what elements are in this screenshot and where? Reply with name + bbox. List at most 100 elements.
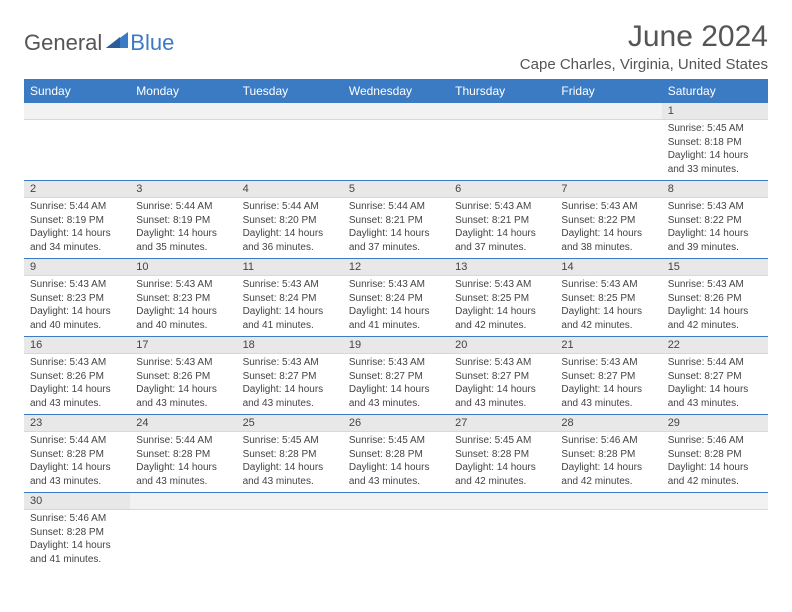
day-cell <box>343 493 449 571</box>
daylight-text: Daylight: 14 hours and 40 minutes. <box>136 305 230 332</box>
week-row: 2Sunrise: 5:44 AMSunset: 8:19 PMDaylight… <box>24 181 768 259</box>
logo-sail-icon <box>106 32 128 48</box>
sunset-text: Sunset: 8:25 PM <box>455 292 549 306</box>
sunset-text: Sunset: 8:26 PM <box>668 292 762 306</box>
day-cell: 27Sunrise: 5:45 AMSunset: 8:28 PMDayligh… <box>449 415 555 493</box>
sunset-text: Sunset: 8:26 PM <box>136 370 230 384</box>
daylight-text: Daylight: 14 hours and 37 minutes. <box>349 227 443 254</box>
daylight-text: Daylight: 14 hours and 43 minutes. <box>561 383 655 410</box>
day-body: Sunrise: 5:45 AMSunset: 8:28 PMDaylight:… <box>237 432 343 492</box>
day-cell: 8Sunrise: 5:43 AMSunset: 8:22 PMDaylight… <box>662 181 768 259</box>
day-cell: 30Sunrise: 5:46 AMSunset: 8:28 PMDayligh… <box>24 493 130 571</box>
day-cell <box>24 103 130 181</box>
day-body: Sunrise: 5:44 AMSunset: 8:21 PMDaylight:… <box>343 198 449 258</box>
day-number: 9 <box>24 259 130 276</box>
sunrise-text: Sunrise: 5:44 AM <box>349 200 443 214</box>
day-number: 4 <box>237 181 343 198</box>
week-row: 30Sunrise: 5:46 AMSunset: 8:28 PMDayligh… <box>24 493 768 571</box>
logo-text-dark: General <box>24 30 102 56</box>
day-body: Sunrise: 5:43 AMSunset: 8:24 PMDaylight:… <box>343 276 449 336</box>
day-cell: 17Sunrise: 5:43 AMSunset: 8:26 PMDayligh… <box>130 337 236 415</box>
day-body: Sunrise: 5:46 AMSunset: 8:28 PMDaylight:… <box>24 510 130 570</box>
sunrise-text: Sunrise: 5:44 AM <box>30 200 124 214</box>
sunrise-text: Sunrise: 5:45 AM <box>349 434 443 448</box>
sunset-text: Sunset: 8:24 PM <box>243 292 337 306</box>
header: General Blue June 2024 Cape Charles, Vir… <box>24 20 768 73</box>
sunrise-text: Sunrise: 5:43 AM <box>668 278 762 292</box>
week-row: 16Sunrise: 5:43 AMSunset: 8:26 PMDayligh… <box>24 337 768 415</box>
daylight-text: Daylight: 14 hours and 41 minutes. <box>349 305 443 332</box>
day-cell <box>449 103 555 181</box>
daylight-text: Daylight: 14 hours and 34 minutes. <box>30 227 124 254</box>
day-number <box>24 103 130 120</box>
sunset-text: Sunset: 8:26 PM <box>30 370 124 384</box>
sunset-text: Sunset: 8:27 PM <box>243 370 337 384</box>
day-number: 23 <box>24 415 130 432</box>
day-body: Sunrise: 5:44 AMSunset: 8:20 PMDaylight:… <box>237 198 343 258</box>
sunrise-text: Sunrise: 5:43 AM <box>455 200 549 214</box>
sunset-text: Sunset: 8:28 PM <box>30 448 124 462</box>
day-body: Sunrise: 5:46 AMSunset: 8:28 PMDaylight:… <box>555 432 661 492</box>
day-body: Sunrise: 5:44 AMSunset: 8:19 PMDaylight:… <box>24 198 130 258</box>
sunset-text: Sunset: 8:19 PM <box>136 214 230 228</box>
day-number <box>555 103 661 120</box>
day-number <box>343 493 449 510</box>
sunrise-text: Sunrise: 5:43 AM <box>561 278 655 292</box>
logo-text-blue: Blue <box>130 30 174 56</box>
daylight-text: Daylight: 14 hours and 33 minutes. <box>668 149 762 176</box>
day-cell: 26Sunrise: 5:45 AMSunset: 8:28 PMDayligh… <box>343 415 449 493</box>
day-number: 3 <box>130 181 236 198</box>
day-number: 10 <box>130 259 236 276</box>
day-body: Sunrise: 5:43 AMSunset: 8:22 PMDaylight:… <box>555 198 661 258</box>
day-header: Thursday <box>449 79 555 103</box>
day-number <box>130 493 236 510</box>
location: Cape Charles, Virginia, United States <box>520 56 768 73</box>
daylight-text: Daylight: 14 hours and 43 minutes. <box>455 383 549 410</box>
week-row: 1Sunrise: 5:45 AMSunset: 8:18 PMDaylight… <box>24 103 768 181</box>
page-title: June 2024 <box>520 20 768 54</box>
day-cell: 13Sunrise: 5:43 AMSunset: 8:25 PMDayligh… <box>449 259 555 337</box>
day-number: 26 <box>343 415 449 432</box>
sunset-text: Sunset: 8:28 PM <box>455 448 549 462</box>
day-body: Sunrise: 5:44 AMSunset: 8:28 PMDaylight:… <box>130 432 236 492</box>
day-cell: 20Sunrise: 5:43 AMSunset: 8:27 PMDayligh… <box>449 337 555 415</box>
sunset-text: Sunset: 8:21 PM <box>349 214 443 228</box>
day-cell: 14Sunrise: 5:43 AMSunset: 8:25 PMDayligh… <box>555 259 661 337</box>
sunrise-text: Sunrise: 5:43 AM <box>561 200 655 214</box>
day-number: 16 <box>24 337 130 354</box>
sunrise-text: Sunrise: 5:45 AM <box>455 434 549 448</box>
day-body: Sunrise: 5:45 AMSunset: 8:28 PMDaylight:… <box>343 432 449 492</box>
day-cell <box>130 103 236 181</box>
sunrise-text: Sunrise: 5:46 AM <box>30 512 124 526</box>
daylight-text: Daylight: 14 hours and 43 minutes. <box>136 461 230 488</box>
daylight-text: Daylight: 14 hours and 37 minutes. <box>455 227 549 254</box>
sunset-text: Sunset: 8:23 PM <box>30 292 124 306</box>
sunrise-text: Sunrise: 5:43 AM <box>349 278 443 292</box>
day-cell: 21Sunrise: 5:43 AMSunset: 8:27 PMDayligh… <box>555 337 661 415</box>
sunrise-text: Sunrise: 5:43 AM <box>668 200 762 214</box>
sunrise-text: Sunrise: 5:43 AM <box>30 278 124 292</box>
day-number: 22 <box>662 337 768 354</box>
sunrise-text: Sunrise: 5:44 AM <box>668 356 762 370</box>
day-body: Sunrise: 5:43 AMSunset: 8:26 PMDaylight:… <box>130 354 236 414</box>
day-cell: 12Sunrise: 5:43 AMSunset: 8:24 PMDayligh… <box>343 259 449 337</box>
calendar-table: Sunday Monday Tuesday Wednesday Thursday… <box>24 79 768 570</box>
day-number <box>237 493 343 510</box>
day-cell: 11Sunrise: 5:43 AMSunset: 8:24 PMDayligh… <box>237 259 343 337</box>
sunset-text: Sunset: 8:28 PM <box>349 448 443 462</box>
day-body: Sunrise: 5:43 AMSunset: 8:27 PMDaylight:… <box>237 354 343 414</box>
sunrise-text: Sunrise: 5:45 AM <box>668 122 762 136</box>
day-cell <box>662 493 768 571</box>
day-cell: 3Sunrise: 5:44 AMSunset: 8:19 PMDaylight… <box>130 181 236 259</box>
day-number: 8 <box>662 181 768 198</box>
day-body: Sunrise: 5:43 AMSunset: 8:24 PMDaylight:… <box>237 276 343 336</box>
day-cell: 16Sunrise: 5:43 AMSunset: 8:26 PMDayligh… <box>24 337 130 415</box>
day-body: Sunrise: 5:43 AMSunset: 8:26 PMDaylight:… <box>662 276 768 336</box>
day-number: 18 <box>237 337 343 354</box>
day-number: 12 <box>343 259 449 276</box>
day-number <box>449 103 555 120</box>
day-number: 2 <box>24 181 130 198</box>
calendar-page: General Blue June 2024 Cape Charles, Vir… <box>0 0 792 590</box>
daylight-text: Daylight: 14 hours and 43 minutes. <box>243 461 337 488</box>
sunset-text: Sunset: 8:22 PM <box>561 214 655 228</box>
